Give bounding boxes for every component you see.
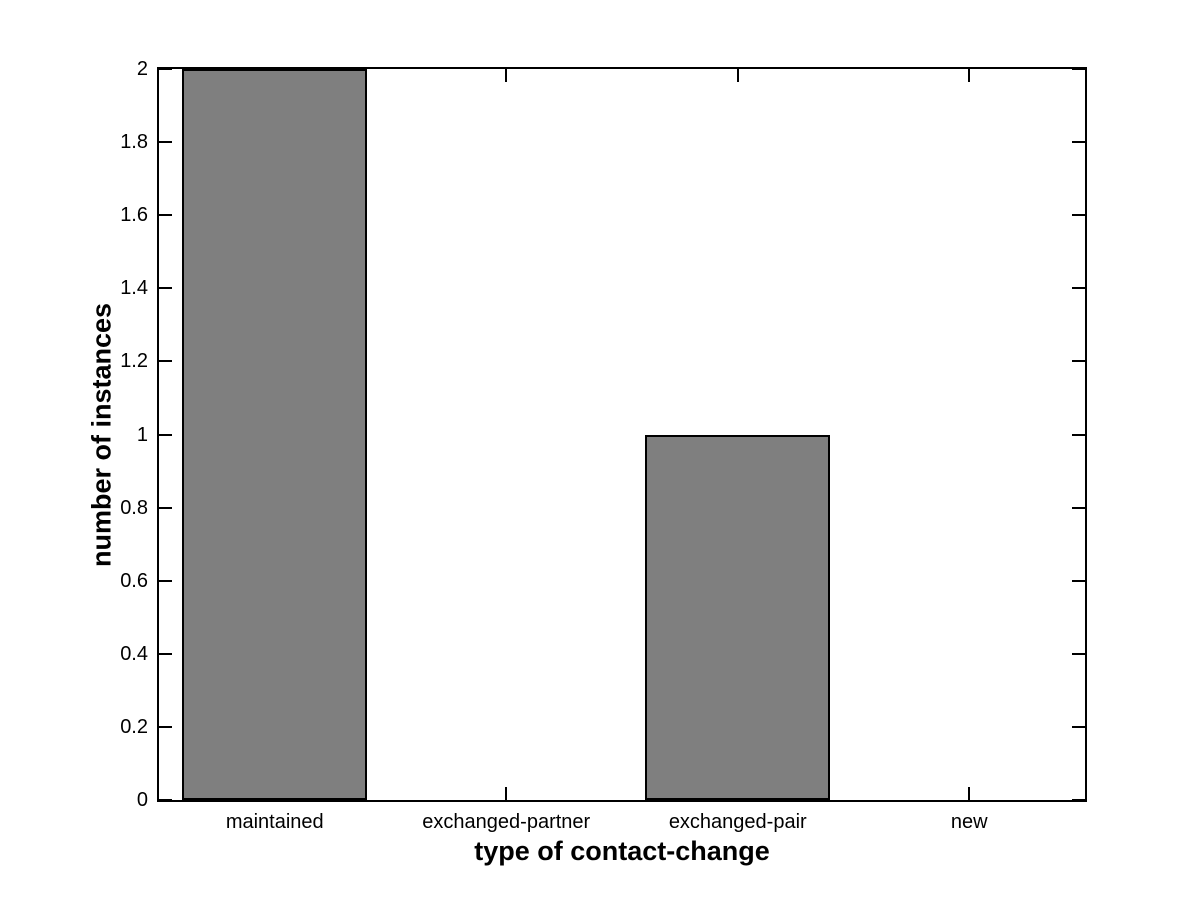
y-tick-label: 2 <box>136 58 148 80</box>
y-tick-label: 1.8 <box>120 131 148 154</box>
y-tick-right <box>1072 652 1085 655</box>
x-tick-top <box>505 69 508 82</box>
y-tick-left <box>159 799 172 801</box>
y-tick-left <box>159 725 172 728</box>
x-tick-bottom <box>505 787 508 800</box>
x-tick-label: exchanged-partner <box>422 811 591 833</box>
y-tick-label: 1.2 <box>120 350 148 373</box>
y-tick-right <box>1072 579 1085 582</box>
y-tick-left <box>159 360 172 363</box>
y-tick-right <box>1072 799 1085 801</box>
y-tick-right <box>1072 506 1085 509</box>
y-tick-label: 1.4 <box>120 277 148 300</box>
y-tick-right <box>1072 68 1085 70</box>
x-axis-label: type of contact-change <box>474 836 770 866</box>
y-tick-label: 0.6 <box>120 569 148 592</box>
y-tick-right <box>1072 433 1085 436</box>
y-tick-left <box>159 287 172 290</box>
y-tick-label: 0.2 <box>120 715 148 738</box>
y-tick-label: 1.6 <box>120 204 148 227</box>
y-tick-left <box>159 652 172 655</box>
y-tick-left <box>159 433 172 436</box>
y-tick-left <box>159 506 172 509</box>
y-tick-left <box>159 68 172 70</box>
y-tick-left <box>159 579 172 582</box>
x-tick-top <box>736 69 739 82</box>
x-tick-label: exchanged-pair <box>668 811 807 833</box>
bar <box>645 434 831 800</box>
y-tick-right <box>1072 287 1085 290</box>
y-tick-label: 0 <box>136 789 148 811</box>
x-tick-top <box>968 69 971 82</box>
x-tick-bottom <box>968 787 971 800</box>
bar <box>182 69 368 800</box>
y-tick-left <box>159 141 172 144</box>
y-tick-right <box>1072 214 1085 217</box>
y-tick-label: 0.8 <box>120 496 148 519</box>
y-tick-left <box>159 214 172 217</box>
plot-area <box>157 67 1087 802</box>
x-tick-label: maintained <box>225 811 324 833</box>
x-tick-label: new <box>950 811 988 833</box>
y-tick-label: 0.4 <box>120 642 148 665</box>
y-tick-right <box>1072 725 1085 728</box>
y-tick-label: 1 <box>136 423 148 446</box>
y-tick-right <box>1072 360 1085 363</box>
y-tick-right <box>1072 141 1085 144</box>
